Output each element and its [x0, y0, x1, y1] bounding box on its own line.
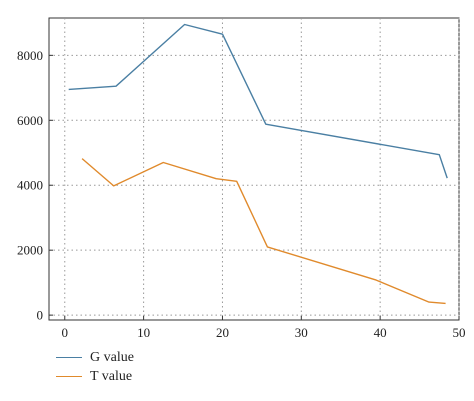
legend-swatch-t-value [56, 376, 82, 377]
legend: G value T value [56, 348, 134, 386]
x-tick-label: 20 [216, 325, 229, 340]
y-tick-label: 8000 [17, 48, 43, 63]
legend-item-t-value: T value [56, 367, 134, 386]
y-tick-label: 4000 [17, 178, 43, 193]
x-tick-label: 0 [62, 325, 69, 340]
legend-item-g-value: G value [56, 348, 134, 367]
legend-label-g-value: G value [90, 349, 134, 365]
grid [49, 18, 460, 320]
y-tick-label: 0 [37, 308, 44, 323]
series-line-g-value [68, 23, 448, 179]
y-tick-label: 6000 [17, 113, 43, 128]
x-tick-label: 10 [137, 325, 150, 340]
ticks: 0 10 20 30 40 50 0 2000 4000 6000 8000 [17, 48, 466, 340]
y-tick-label: 2000 [17, 243, 43, 258]
plot-area [48, 17, 460, 321]
series-line-t-value [81, 158, 446, 305]
series-layer [68, 23, 448, 305]
x-tick-label: 40 [374, 325, 387, 340]
legend-label-t-value: T value [90, 368, 133, 384]
x-tick-label: 30 [295, 325, 308, 340]
x-tick-label: 50 [453, 325, 466, 340]
legend-swatch-g-value [56, 357, 82, 358]
